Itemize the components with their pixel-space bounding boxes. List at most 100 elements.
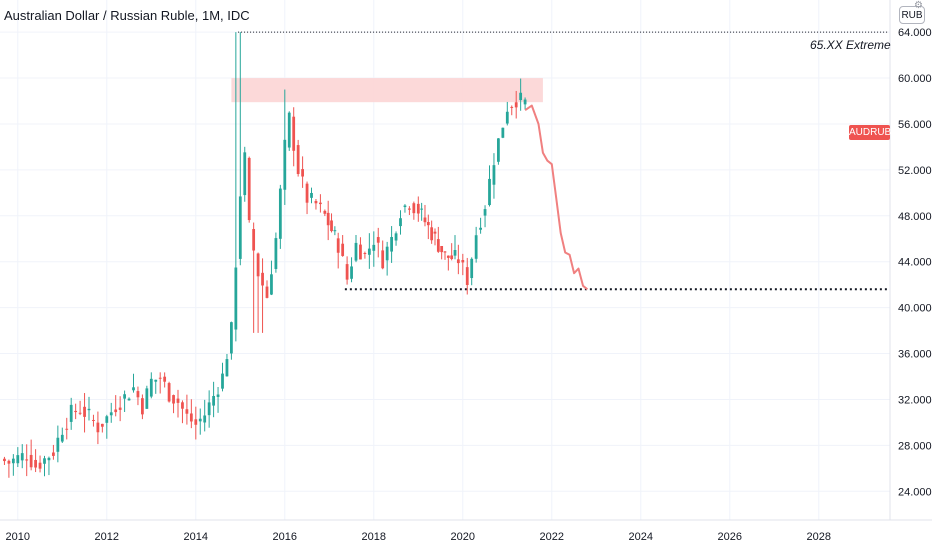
- candle-body: [225, 359, 229, 377]
- x-tick-label: 2016: [273, 531, 297, 543]
- extreme-annotation: 65.XX Extreme: [810, 38, 891, 52]
- candle-body: [505, 111, 509, 124]
- candle-body: [461, 260, 465, 263]
- candle-body: [265, 286, 269, 298]
- candle-body: [172, 395, 175, 404]
- gear-icon[interactable]: ⚙: [914, 0, 923, 11]
- candle-body: [149, 378, 153, 397]
- candle-body: [212, 395, 215, 406]
- candle-body: [87, 408, 91, 411]
- candle-body: [181, 402, 184, 409]
- candle-body: [354, 242, 358, 261]
- candle-body: [296, 145, 300, 175]
- candle-body: [83, 406, 86, 417]
- candle-body: [363, 253, 367, 255]
- candle-body: [390, 237, 393, 252]
- candle-body: [301, 169, 304, 177]
- candle-body: [43, 458, 46, 464]
- candle-body: [420, 208, 424, 210]
- candle-body: [336, 238, 340, 253]
- candle-body: [319, 202, 322, 205]
- candle-body: [11, 458, 15, 464]
- candle-body: [123, 394, 126, 399]
- candle-body: [92, 419, 95, 421]
- candle-body: [132, 387, 135, 391]
- chart-title: Australian Dollar / Russian Ruble, 1M, I…: [4, 8, 250, 23]
- y-tick-label: 44.000: [898, 257, 932, 269]
- candle-body: [230, 322, 233, 354]
- y-tick-label: 64.000: [898, 27, 932, 39]
- chart-grid: [0, 0, 890, 520]
- candle-body: [430, 227, 434, 241]
- x-tick-label: 2028: [807, 531, 831, 543]
- candle-body: [60, 434, 64, 442]
- candle-body: [7, 460, 11, 464]
- candle-body: [270, 274, 273, 295]
- candle-body: [216, 394, 220, 397]
- candle-body: [243, 152, 247, 196]
- candle-body: [189, 413, 193, 422]
- time-axis: 2010 2012 2014 2016 2018 2020 2022 2024 2026 2028: [0, 519, 932, 543]
- forecast-path: [524, 104, 589, 291]
- candle-body: [372, 244, 376, 251]
- candle-body: [330, 220, 333, 232]
- currency-selector[interactable]: RUB: [899, 6, 925, 24]
- candle-body: [234, 267, 238, 330]
- candle-body: [436, 239, 440, 252]
- candle-body: [118, 407, 122, 410]
- candle-body: [203, 415, 207, 423]
- candle-body: [176, 398, 180, 403]
- candle-body: [65, 428, 69, 430]
- candles: [3, 32, 527, 478]
- candle-body: [350, 266, 353, 279]
- candle-body: [408, 208, 411, 210]
- y-tick-label: 32.000: [898, 394, 932, 406]
- forecast-line: [524, 104, 589, 291]
- candle-body: [287, 112, 291, 148]
- candle-body: [381, 250, 385, 269]
- y-tick-label: 36.000: [898, 349, 932, 361]
- y-tick-label: 48.000: [898, 211, 932, 223]
- candle-body: [470, 258, 474, 279]
- candle-body: [492, 165, 496, 185]
- x-tick-label: 2018: [362, 531, 386, 543]
- price-axis: 24.000 28.000 32.000 36.000 40.000 44.000 48.0…: [889, 0, 932, 520]
- x-tick-label: 2024: [629, 531, 653, 543]
- candle-body: [333, 230, 337, 232]
- candle-body: [16, 455, 20, 464]
- candle-body: [433, 231, 437, 234]
- x-tick-label: 2010: [6, 531, 30, 543]
- candle-body: [238, 196, 242, 259]
- candle-body: [3, 458, 6, 462]
- candle-body: [443, 251, 447, 253]
- candle-body: [314, 200, 318, 204]
- candle-body: [453, 250, 457, 256]
- x-tick-label: 2012: [95, 531, 119, 543]
- candle-body: [510, 106, 514, 108]
- candle-body: [256, 253, 260, 277]
- candle-body: [385, 246, 389, 261]
- y-tick-label: 60.000: [898, 73, 932, 85]
- candle-body: [523, 99, 527, 105]
- candle-body: [323, 210, 327, 214]
- candle-body: [310, 192, 313, 198]
- candle-body: [359, 244, 362, 260]
- symbol-price-tag: AUDRUB: [849, 125, 892, 140]
- candle-body: [278, 188, 282, 239]
- candle-body: [456, 259, 460, 264]
- candle-body: [474, 235, 478, 259]
- candle-body: [221, 373, 224, 389]
- candle-body: [416, 203, 420, 214]
- candle-body: [341, 243, 345, 256]
- candle-body: [252, 229, 256, 251]
- candle-body: [292, 116, 296, 151]
- candle-body: [198, 418, 202, 422]
- candle-body: [399, 218, 402, 227]
- candle-body: [261, 272, 264, 286]
- x-tick-label: 2014: [184, 531, 208, 543]
- candle-body: [109, 412, 113, 416]
- x-tick-label: 2022: [540, 531, 564, 543]
- candle-body: [194, 419, 198, 425]
- candle-body: [305, 183, 309, 203]
